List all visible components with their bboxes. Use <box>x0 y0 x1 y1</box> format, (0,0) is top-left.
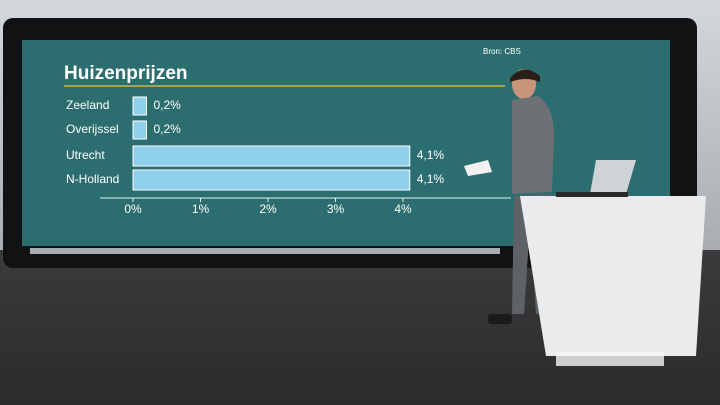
category-label: Overijssel <box>66 122 119 136</box>
bar <box>132 169 411 191</box>
bar <box>132 96 147 116</box>
value-label: 4,1% <box>417 148 445 162</box>
x-tick-label: 1% <box>192 202 210 216</box>
x-tick-label: 2% <box>259 202 277 216</box>
x-tick-label: 0% <box>124 202 142 216</box>
category-label: Zeeland <box>66 98 109 112</box>
bar <box>132 145 411 167</box>
desk <box>520 160 706 366</box>
category-label: Utrecht <box>66 148 105 162</box>
category-label: N-Holland <box>66 172 119 186</box>
source-note: Bron: CBS <box>483 47 521 56</box>
value-label: 4,1% <box>417 172 445 186</box>
plot: 0% 1% 2% 3% 4% Zeeland 0,2% Overijssel 0,2% Utrec… <box>66 96 511 216</box>
value-label: 0,2% <box>154 122 182 136</box>
bar <box>132 120 147 140</box>
x-tick-label: 4% <box>394 202 412 216</box>
screen-glow <box>30 248 500 254</box>
value-label: 0,2% <box>154 98 182 112</box>
x-tick-label: 3% <box>327 202 345 216</box>
chart-title: Huizenprijzen <box>64 63 188 84</box>
